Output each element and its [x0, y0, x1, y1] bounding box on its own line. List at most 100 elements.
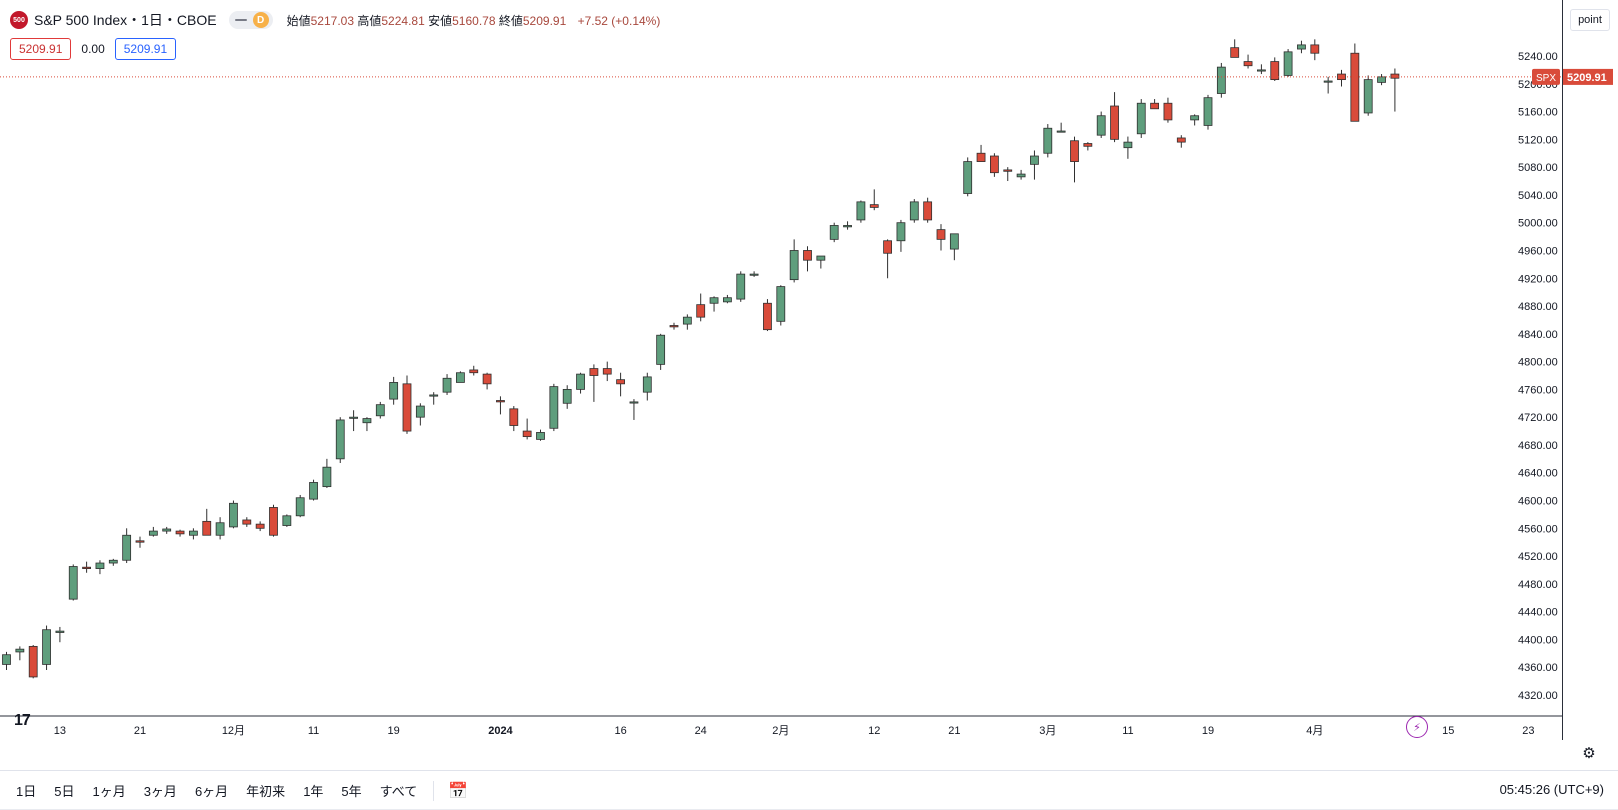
candle-up[interactable] [749, 273, 759, 276]
candle-up[interactable] [1203, 97, 1213, 126]
candle-down[interactable] [803, 250, 812, 261]
candle-up[interactable] [229, 502, 238, 528]
candle-up[interactable] [1123, 141, 1133, 149]
candle-down[interactable] [1003, 169, 1013, 172]
candle-up[interactable] [309, 482, 318, 500]
range-3m-button[interactable]: 3ヶ月 [143, 784, 177, 799]
candle-up[interactable] [188, 530, 198, 536]
candle-up[interactable] [362, 418, 372, 424]
calendar-range-icon[interactable]: 📅 [448, 782, 469, 800]
candle-up[interactable] [1283, 51, 1293, 76]
candle-up[interactable] [1363, 79, 1373, 114]
candle-down[interactable] [976, 152, 986, 162]
chart-pane[interactable] [0, 0, 1563, 740]
candle-up[interactable] [562, 388, 572, 404]
candle-up[interactable] [215, 522, 225, 536]
candle-down[interactable] [1150, 102, 1159, 110]
candle-up[interactable] [95, 562, 105, 569]
candle-down[interactable] [602, 368, 612, 375]
range-1y-button[interactable]: 1年 [303, 784, 324, 799]
candle-down[interactable] [1083, 143, 1093, 147]
candle-up[interactable] [42, 629, 51, 665]
candle-down[interactable] [402, 383, 412, 432]
price-axis[interactable]: 5240.005200.005160.005120.005080.005040.… [1518, 51, 1558, 702]
range-6m-button[interactable]: 6ヶ月 [194, 784, 229, 799]
candle-up[interactable] [1016, 173, 1026, 178]
candle-down[interactable] [869, 204, 879, 208]
candle-down[interactable] [255, 523, 265, 529]
candle-up[interactable] [776, 286, 786, 322]
candle-up[interactable] [816, 255, 826, 261]
candle-down[interactable] [82, 566, 91, 569]
candle-up[interactable] [1323, 80, 1333, 83]
market-status-pill[interactable]: D [228, 11, 273, 29]
candle-up[interactable] [1257, 69, 1266, 72]
candle-down[interactable] [589, 368, 599, 376]
candle-up[interactable] [843, 225, 852, 228]
time-axis[interactable]: 13 21 12月 11 19 2024 16 24 2月 12 21 3月 11 19 4月 15 23 [54, 725, 1535, 737]
candle-up[interactable] [629, 401, 639, 404]
candle-up[interactable] [2, 654, 11, 665]
candle-down[interactable] [1230, 47, 1240, 58]
candle-up[interactable] [682, 316, 692, 325]
candle-up[interactable] [1216, 66, 1226, 94]
candle-up[interactable] [1190, 115, 1200, 121]
candle-up[interactable] [15, 648, 25, 653]
range-5y-button[interactable]: 5年 [341, 784, 362, 799]
candle-up[interactable] [429, 394, 439, 397]
candle-up[interactable] [1030, 155, 1039, 165]
symbol-badge[interactable]: 500 [10, 11, 28, 29]
candle-down[interactable] [1163, 102, 1173, 121]
candle-down[interactable] [135, 540, 145, 543]
candle-up[interactable] [55, 630, 65, 633]
candle-down[interactable] [496, 400, 505, 403]
candle-up[interactable] [963, 161, 973, 194]
candle-up[interactable] [642, 376, 652, 393]
candle-down[interactable] [1243, 61, 1253, 67]
candle-up[interactable] [1043, 127, 1053, 154]
bid-value-box[interactable]: 5209.91 [10, 38, 72, 60]
candle-down[interactable] [469, 369, 479, 374]
candle-down[interactable] [1310, 44, 1320, 54]
candle-up[interactable] [108, 559, 118, 564]
candle-up[interactable] [322, 466, 332, 488]
candle-up[interactable] [1096, 115, 1106, 136]
candle-down[interactable] [1390, 73, 1400, 79]
candle-down[interactable] [923, 201, 933, 221]
candle-down[interactable] [1110, 105, 1119, 140]
candle-down[interactable] [990, 155, 999, 174]
range-5d-button[interactable]: 5日 [54, 784, 75, 799]
candle-up[interactable] [549, 386, 559, 429]
candle-down[interactable] [763, 302, 772, 331]
flash-icon[interactable]: ⚡ [1406, 716, 1428, 738]
price-scale-mode-button[interactable]: point [1570, 9, 1610, 31]
ask-value-box[interactable]: 5209.91 [114, 38, 177, 60]
range-all-button[interactable]: すべて [379, 784, 418, 799]
candle-up[interactable] [1377, 76, 1386, 83]
candle-up[interactable] [375, 404, 385, 417]
candle-down[interactable] [936, 229, 946, 240]
candle-down[interactable] [175, 530, 185, 535]
candle-up[interactable] [1297, 44, 1306, 50]
candle-up[interactable] [789, 250, 799, 281]
clock-timezone[interactable]: 05:45:26 (UTC+9) [1499, 782, 1604, 797]
candle-down[interactable] [1350, 52, 1360, 122]
candle-up[interactable] [162, 528, 172, 532]
candle-up[interactable] [295, 497, 305, 517]
candle-up[interactable] [856, 201, 866, 221]
candle-up[interactable] [68, 566, 78, 600]
candle-up[interactable] [349, 416, 359, 419]
candle-up[interactable] [736, 273, 746, 300]
candle-down[interactable] [202, 520, 212, 536]
candle-up[interactable] [389, 382, 399, 400]
candle-up[interactable] [949, 233, 959, 250]
candle-down[interactable] [242, 519, 252, 525]
gear-icon[interactable]: ⚙ [1582, 745, 1596, 762]
candle-up[interactable] [442, 377, 452, 393]
candle-down[interactable] [482, 373, 492, 385]
candle-down[interactable] [616, 379, 625, 385]
candle-up[interactable] [335, 419, 345, 460]
candle-down[interactable] [1070, 140, 1079, 162]
tradingview-logo[interactable]: 17 [14, 712, 31, 729]
candle-down[interactable] [28, 645, 38, 678]
